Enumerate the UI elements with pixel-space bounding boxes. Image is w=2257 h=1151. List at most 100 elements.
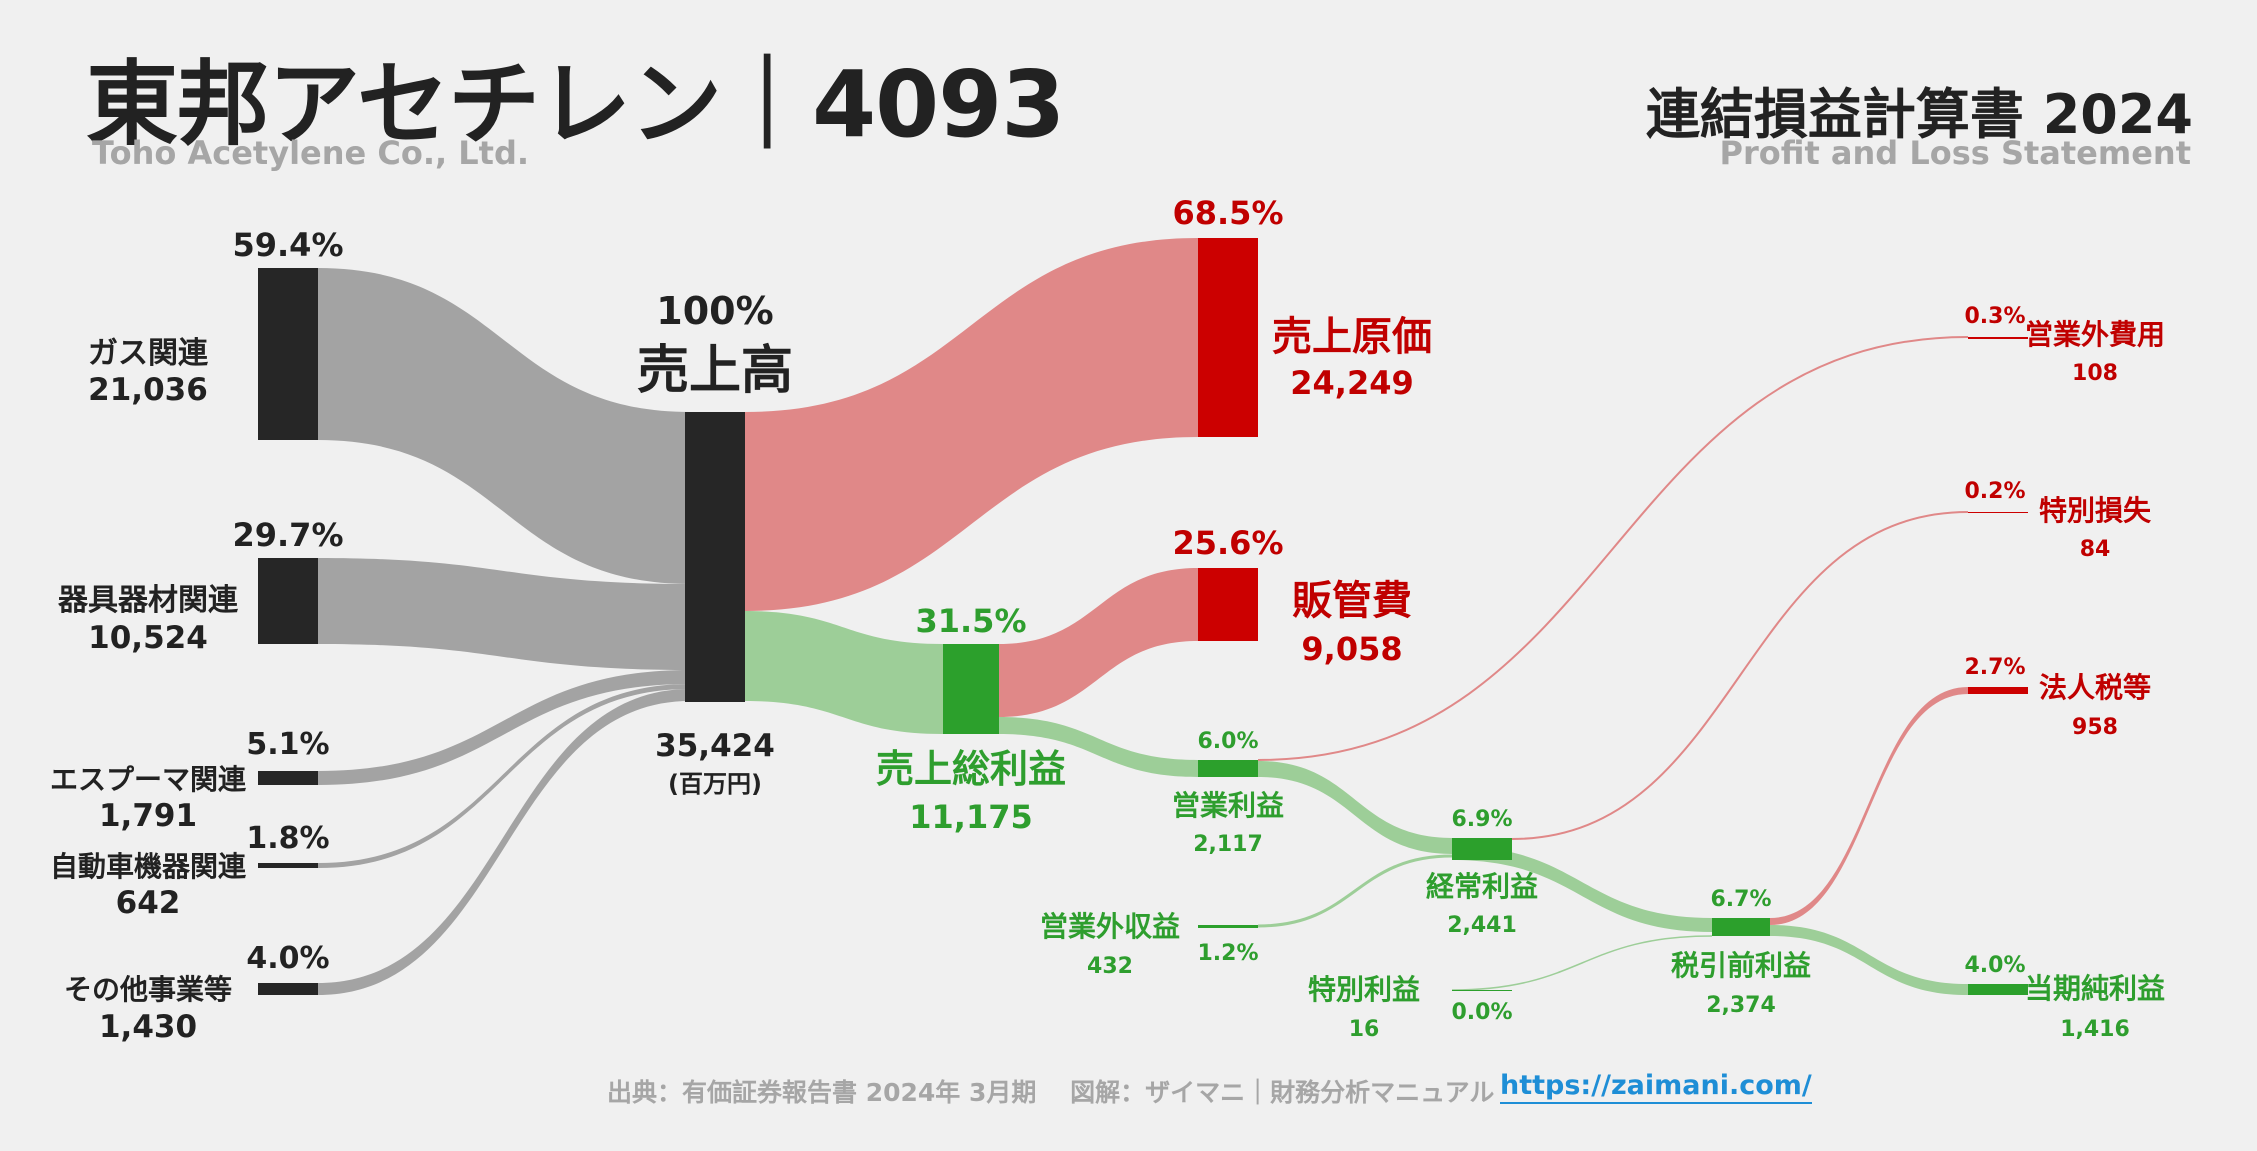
statement-subtitle: Profit and Loss Statement [1719,134,2191,172]
node-equipment [258,558,318,644]
label-extraordinary-loss-name: 特別損失 [2039,494,2152,527]
label-operating-pct: 6.0% [1197,729,1258,754]
node-automotive [258,863,318,868]
label-gross-profit-value: 11,175 [909,798,1032,836]
label-operating-name: 営業利益 [1172,789,1284,822]
footer-link[interactable]: https://zaimani.com/ [1500,1070,1812,1104]
label-revenue-name: 売上高 [637,341,793,401]
label-nonop-expense-pct: 0.3% [1964,304,2025,329]
flow-auto-to-revenue [318,684,690,868]
label-ordinary-name: 経常利益 [1426,870,1538,903]
label-cost-name: 売上原価 [1272,314,1432,360]
label-equipment-value: 10,524 [88,620,208,656]
flow-pretax-to-taxes [1770,687,1968,925]
label-ordinary-pct: 6.9% [1451,807,1512,832]
node-sga [1198,568,1258,641]
flow-operating-to-nonop-expense [1257,336,1969,761]
node-operating-income [1198,760,1258,777]
label-cost-pct: 68.5% [1172,194,1283,232]
flow-operating-to-ordinary [1258,761,1452,854]
sankey-flows [318,238,1969,995]
node-espuma [258,771,318,785]
label-sga-pct: 25.6% [1172,524,1283,562]
label-gas-value: 21,036 [88,372,208,408]
label-gas-pct: 59.4% [232,226,343,264]
label-ordinary-value: 2,441 [1447,913,1517,938]
label-other-name: その他事業等 [64,973,232,1006]
company-name-english: Toho Acetylene Co., Ltd. [92,134,530,172]
flow-revenue-to-cost [745,238,1198,611]
label-sga-value: 9,058 [1301,630,1402,668]
flow-gross-profit-to-sga [999,568,1198,717]
node-revenue [685,412,745,702]
node-net-income [1968,984,2028,995]
label-operating-value: 2,117 [1193,832,1263,857]
label-other-pct: 4.0% [246,941,329,976]
label-nonop-expense-value: 108 [2072,361,2118,386]
label-nonop-income-pct: 1.2% [1197,941,1258,966]
statement-title: 連結損益計算書 2024 [1645,83,2193,146]
label-revenue-unit: (百万円) [668,770,762,798]
flow-gas-to-revenue [318,268,690,584]
flow-ordinary-main [1452,846,1712,932]
label-extraordinary-income-pct: 0.0% [1451,1000,1512,1025]
label-net-income-pct: 4.0% [1964,953,2025,978]
label-sga-name: 販管費 [1292,578,1412,624]
flow-gross-profit-to-operating [999,717,1198,777]
label-extraordinary-income-name: 特別利益 [1308,973,1420,1006]
label-extraordinary-income-value: 16 [1349,1017,1380,1042]
node-extraordinary-income [1452,990,1512,991]
label-revenue-pct: 100% [656,289,773,333]
flow-ordinary-to-extraordinary-loss [1511,511,1969,840]
label-espuma-value: 1,791 [99,798,197,834]
flow-other-to-revenue [318,689,690,995]
label-nonop-expense-name: 営業外費用 [2025,318,2165,351]
node-income-taxes [1968,687,2028,694]
label-taxes-value: 958 [2072,715,2118,740]
label-nonop-income-value: 432 [1087,954,1133,979]
node-gas [258,268,318,440]
node-extraordinary-loss [1968,512,2028,513]
flow-extraordinary-income-to-pretax [1451,935,1713,991]
label-pretax-name: 税引前利益 [1671,949,1811,982]
label-automotive-name: 自動車機器関連 [50,850,247,883]
label-extraordinary-loss-pct: 0.2% [1964,479,2025,504]
footer-source: 出典：有価証券報告書 2024年 3月期 図解：ザイマニ｜財務分析マニュアル [607,1078,1495,1107]
label-net-income-name: 当期純利益 [2025,972,2165,1005]
label-other-value: 1,430 [99,1009,197,1045]
label-net-income-value: 1,416 [2060,1017,2130,1042]
label-nonop-income-name: 営業外収益 [1040,910,1180,943]
label-pretax-pct: 6.7% [1710,887,1771,912]
sankey-nodes [258,238,2028,995]
flow-nonop-income-to-ordinary [1257,854,1453,928]
label-equipment-pct: 29.7% [232,516,343,554]
flow-equipment-to-revenue [318,558,690,670]
label-extraordinary-loss-value: 84 [2080,537,2111,562]
node-pretax-income [1712,918,1770,936]
label-pretax-value: 2,374 [1706,993,1776,1018]
label-taxes-name: 法人税等 [2039,671,2151,704]
label-automotive-pct: 1.8% [246,821,329,856]
node-other [258,983,318,995]
node-cost-of-sales [1198,238,1258,437]
label-gross-profit-pct: 31.5% [915,602,1026,640]
flow-revenue-to-gross-profit [745,611,943,734]
label-gas-name: ガス関連 [88,336,209,371]
label-espuma-name: エスプーマ関連 [50,763,247,796]
label-taxes-pct: 2.7% [1964,655,2025,680]
label-revenue-value: 35,424 [655,728,775,764]
node-nonop-expense [1968,337,2028,339]
label-automotive-value: 642 [116,885,181,921]
label-cost-value: 24,249 [1290,364,1413,402]
node-ordinary-income [1452,838,1512,860]
page-title: 東邦アセチレン｜4093 [86,51,1065,158]
label-gross-profit-name: 売上総利益 [876,747,1066,791]
node-nonop-income [1198,925,1258,928]
label-equipment-name: 器具器材関連 [57,583,239,618]
flow-pretax-to-net-income [1770,925,1968,995]
label-espuma-pct: 5.1% [246,727,329,762]
flow-espuma-to-revenue [318,670,690,785]
node-gross-profit [943,644,999,734]
